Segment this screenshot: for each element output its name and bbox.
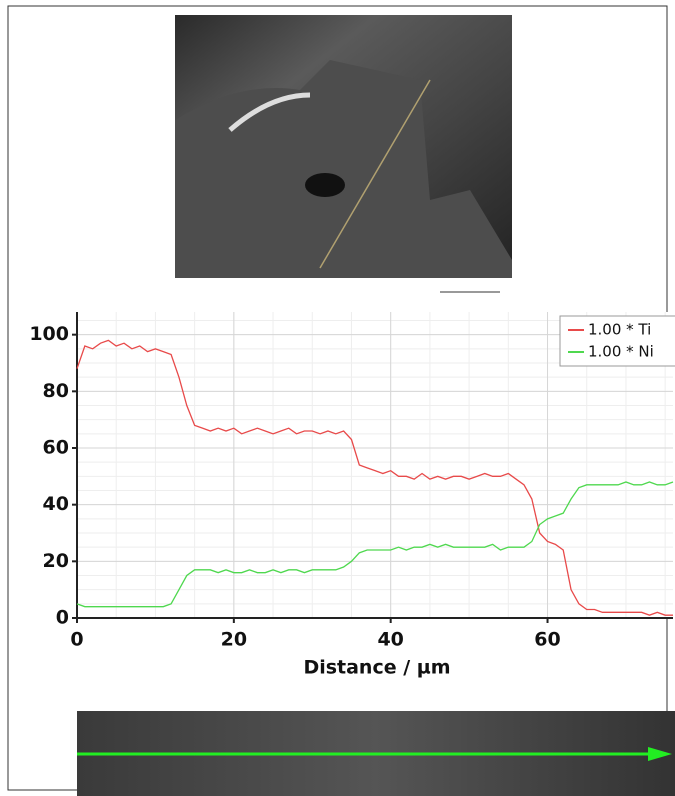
legend-label: 1.00 * Ni <box>588 343 654 361</box>
y-tick-label: 80 <box>43 380 69 402</box>
y-tick-label: 60 <box>43 437 69 459</box>
y-tick-label: 40 <box>43 493 69 515</box>
sem-strip <box>77 711 675 796</box>
y-tick-label: 20 <box>43 550 69 572</box>
x-tick-label: 20 <box>221 629 247 651</box>
sem-image <box>175 15 512 303</box>
x-tick-label: 40 <box>377 629 403 651</box>
x-axis-label: Distance / µm <box>303 657 450 679</box>
figure: Distance / µm 0 20 40 60 80 100 0 20 40 60 1.00 * … <box>0 0 675 796</box>
x-tick-label: 60 <box>534 629 560 651</box>
y-tick-label: 100 <box>29 323 69 345</box>
y-tick-label: 0 <box>56 607 69 629</box>
x-tick-label: 0 <box>70 629 83 651</box>
legend-label: 1.00 * Ti <box>588 321 651 339</box>
